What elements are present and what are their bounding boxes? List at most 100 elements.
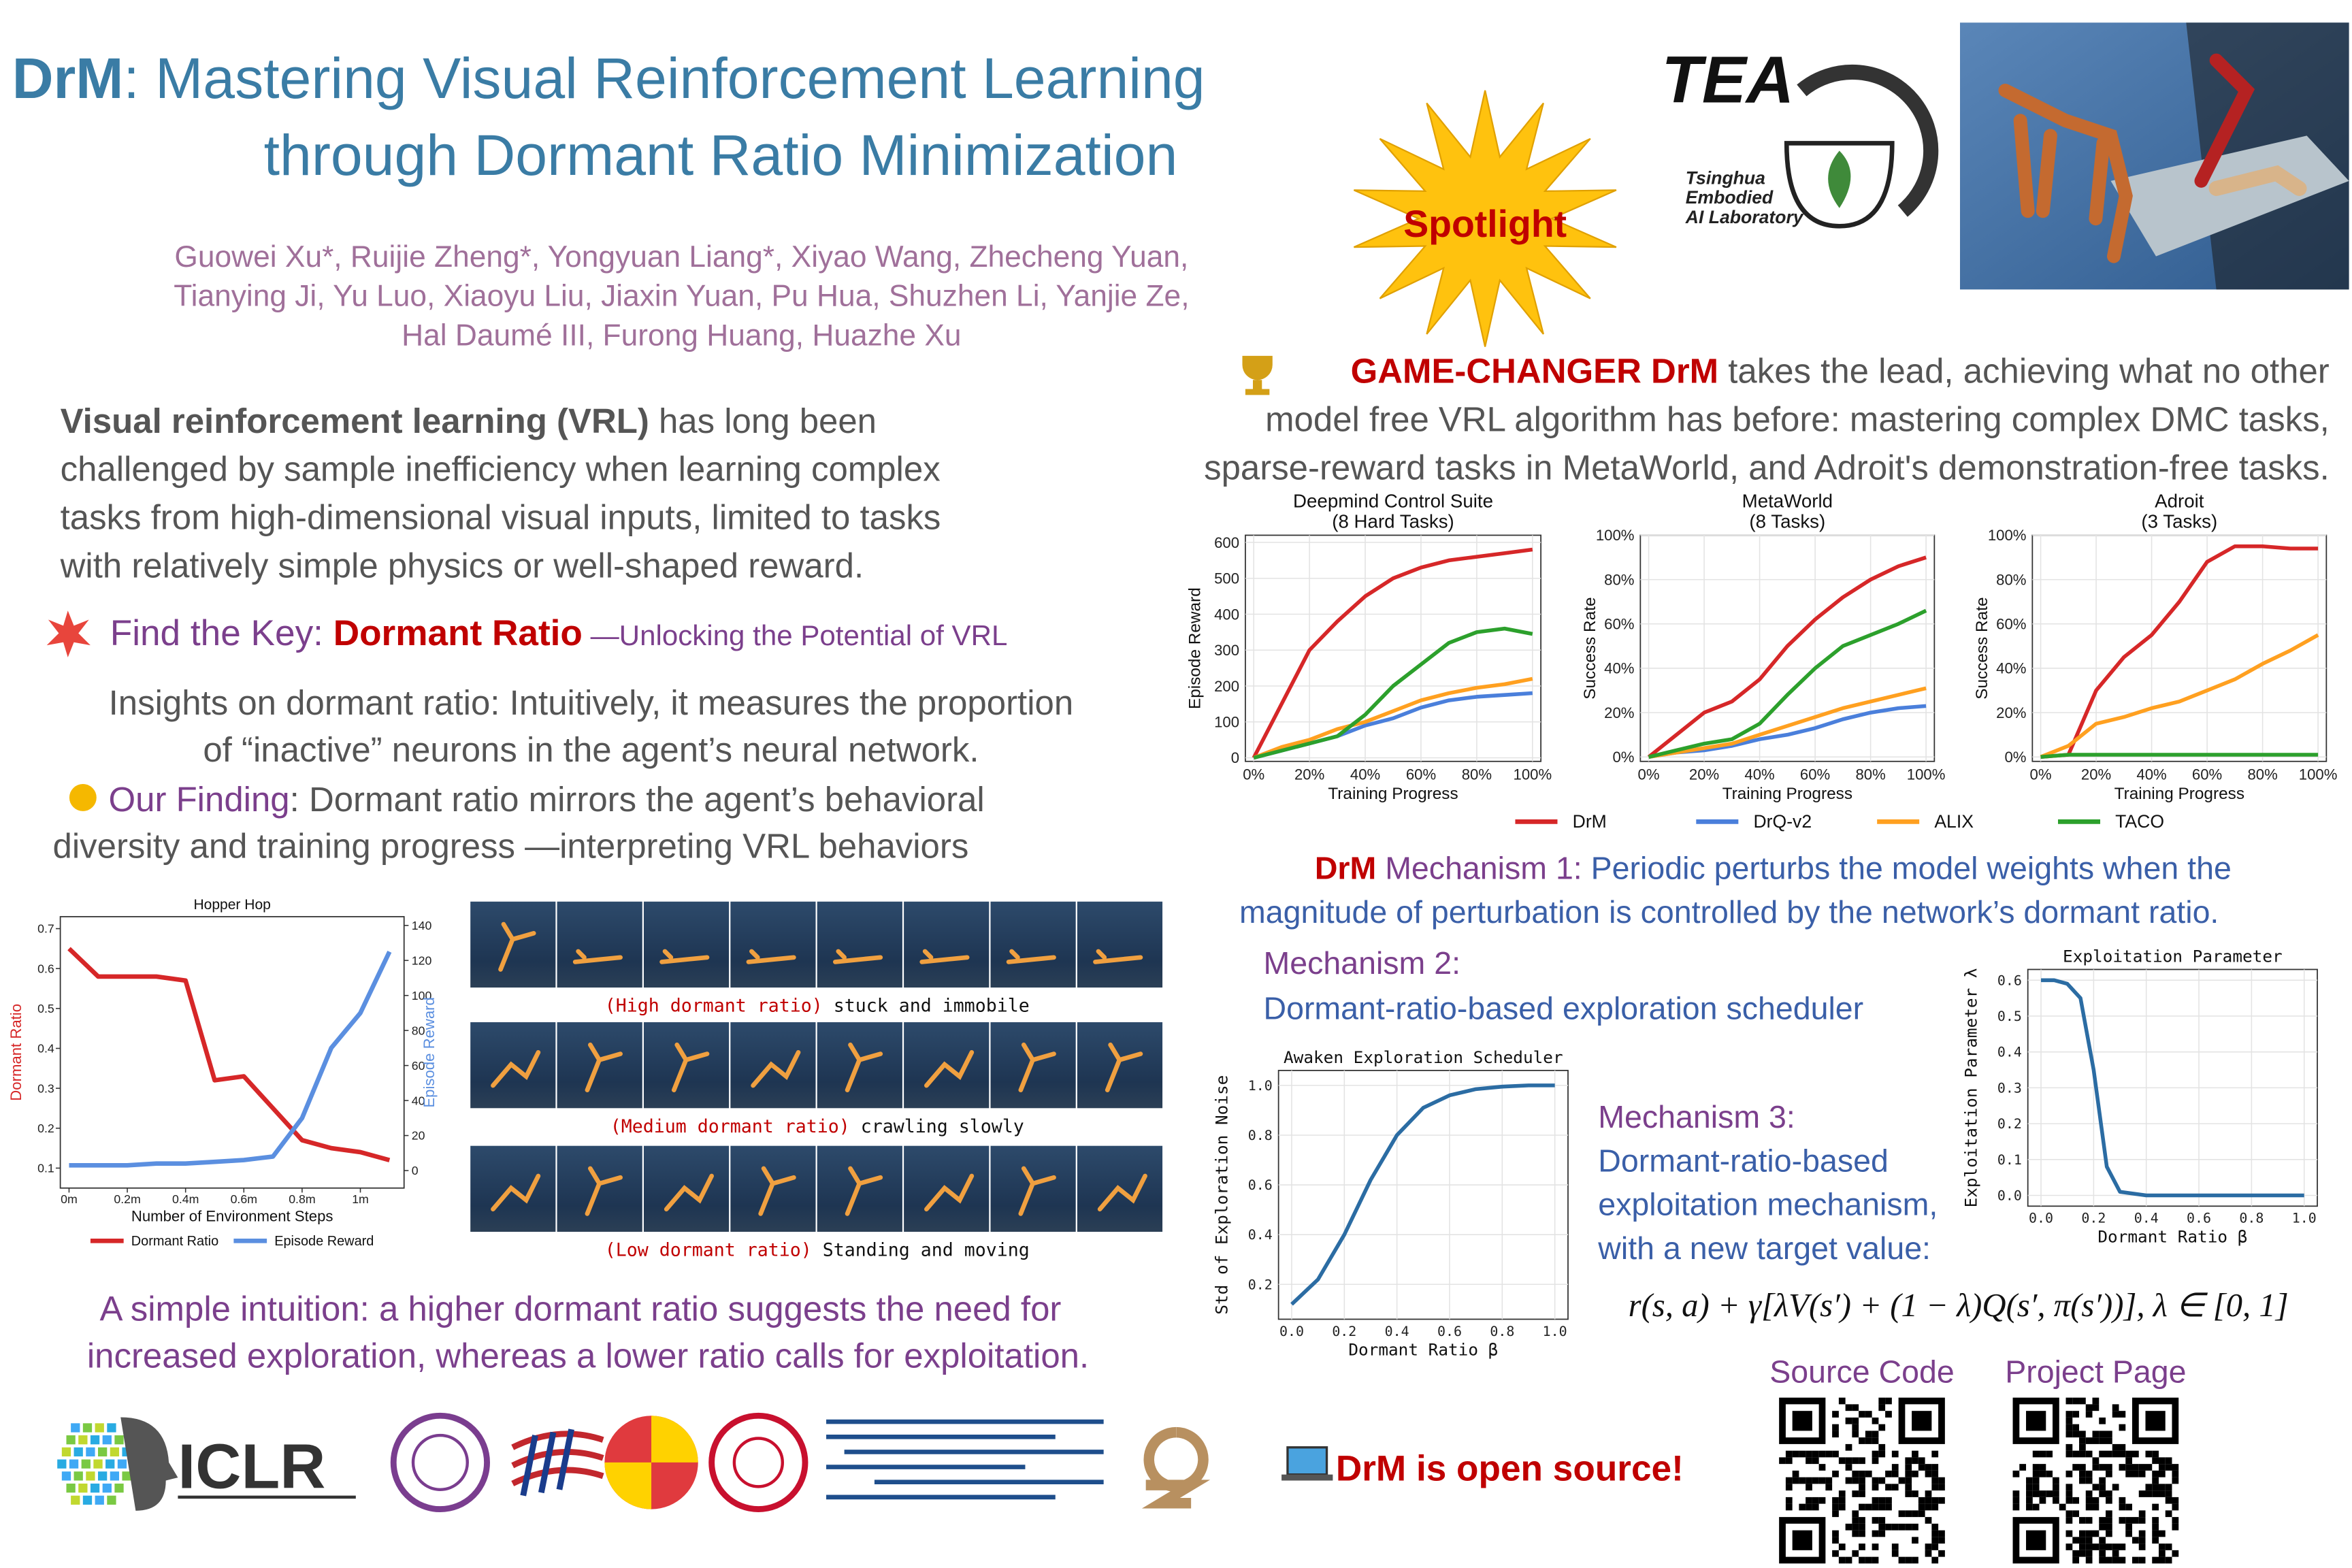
maryland-quarter: [604, 1416, 698, 1509]
qr-module: [1872, 1503, 1879, 1511]
x-tick-label: 0%: [1638, 766, 1660, 783]
y-tick-label: 0.4: [1248, 1227, 1273, 1243]
qr-module: [2092, 1544, 2100, 1550]
qr-module: [2158, 1490, 2166, 1497]
qr-module: [1931, 1484, 1939, 1491]
qr-module: [2065, 1411, 2073, 1418]
qr-module: [2079, 1464, 2086, 1471]
qr-module: [2125, 1464, 2132, 1471]
y2-tick-label: 100: [412, 989, 432, 1002]
qr-module: [1812, 1450, 1819, 1458]
qr-module: [2099, 1464, 2106, 1471]
intro-line: with relatively simple physics or well-s…: [60, 546, 864, 585]
conference-logo: ICLR: [178, 1431, 325, 1502]
qr-module: [2079, 1443, 2086, 1451]
y2-tick-label: 80: [412, 1024, 425, 1037]
qr-module: [2053, 1490, 2059, 1497]
qr-module: [2125, 1450, 2132, 1458]
qr-module: [2125, 1470, 2132, 1477]
y-tick-label: 400: [1214, 606, 1239, 623]
film-agent: [585, 1166, 623, 1216]
qr-module: [1812, 1477, 1819, 1484]
qr-module: [2119, 1411, 2126, 1418]
qr-module: [2106, 1556, 2112, 1564]
qr-module: [1938, 1530, 1945, 1537]
sparkle-icon: [46, 610, 91, 657]
x-tick-label: 60%: [1800, 766, 1830, 783]
x-tick-label: 0.4m: [172, 1192, 199, 1206]
link-label[interactable]: Project Page: [2005, 1354, 2186, 1390]
x-tick-label: 0%: [1243, 766, 1264, 783]
film-caption: (High dormant ratio) stuck and immobile: [605, 996, 1030, 1017]
qr-module: [2099, 1431, 2106, 1438]
link-label[interactable]: Source Code: [1769, 1354, 1955, 1390]
y-tick-label: 60%: [1996, 616, 2026, 633]
series-line: [2040, 544, 2319, 760]
y-tick-label: 1.0: [1248, 1078, 1273, 1094]
qr-module: [1785, 1477, 1793, 1484]
qr-module: [2072, 1497, 2080, 1504]
qr-module: [1852, 1523, 1859, 1531]
spotlight-burst: [1353, 90, 1617, 347]
logo-pixel: [61, 1471, 71, 1481]
sjtu-seal-inner: [732, 1437, 784, 1488]
series-line: [69, 950, 392, 1168]
qr-module: [2106, 1497, 2112, 1504]
qr-module: [2099, 1417, 2106, 1424]
lab-subtitle: Embodied: [1686, 187, 1774, 208]
series-line: [67, 947, 391, 1162]
qr-module: [2072, 1397, 2080, 1405]
qr-module: [1832, 1503, 1839, 1511]
qr-module: [2152, 1470, 2159, 1477]
qr-module: [1865, 1470, 1872, 1477]
logo-pixel: [71, 1423, 80, 1433]
qr-module: [1859, 1544, 1865, 1550]
qr-module: [2172, 1477, 2179, 1484]
qr-module: [1832, 1411, 1839, 1418]
qr-module: [1938, 1497, 1945, 1504]
y-tick-label: 0.2: [37, 1122, 54, 1135]
qr-module: [2032, 1484, 2040, 1491]
mechanism-label: Mechanism 3:: [1598, 1099, 1795, 1134]
qr-module: [1838, 1397, 1846, 1405]
authors: Tianying Ji, Yu Luo, Xiaoyu Liu, Jiaxin …: [174, 280, 1189, 313]
qr-module: [1832, 1550, 1839, 1557]
mechanism-text: Dormant-ratio-based exploration schedule…: [1263, 991, 1863, 1026]
qr-module: [2158, 1550, 2166, 1557]
chart-title: MetaWorld: [1742, 490, 1833, 511]
logo-pixel: [57, 1459, 67, 1469]
plot-area: [2031, 534, 2328, 762]
qr-module: [1832, 1470, 1839, 1477]
y-axis-label: Std of Exploration Noise: [1211, 1075, 1231, 1315]
x-axis-label: Training Progress: [1722, 785, 1852, 803]
x-tick-label: 1.0: [2292, 1211, 2317, 1226]
qr-module: [2152, 1523, 2159, 1531]
film-frame: [557, 1145, 642, 1232]
highlight-text: takes the lead, achieving what no other: [1718, 352, 2330, 391]
chart-title: Deepmind Control Suite: [1293, 490, 1493, 511]
qr-module: [2032, 1503, 2040, 1511]
qr-module: [2053, 1497, 2059, 1504]
qr-module: [1852, 1510, 1859, 1518]
qr-module: [2072, 1510, 2080, 1518]
highlight-line: sparse-reward tasks in MetaWorld, and Ad…: [1204, 448, 2330, 487]
qr-module: [1832, 1537, 1839, 1544]
film-frame: [817, 1145, 902, 1232]
logo-pixel: [66, 1483, 76, 1493]
qr-module: [1905, 1464, 1912, 1471]
chart-title: Adroit: [2155, 490, 2204, 511]
qr-module: [2119, 1544, 2126, 1550]
qr-module: [2138, 1537, 2146, 1544]
film-agent: [919, 949, 970, 964]
qr-module: [1859, 1503, 1865, 1511]
qr-module: [1859, 1411, 1865, 1418]
qr-module: [1931, 1503, 1939, 1511]
intro-line: Visual reinforcement learning (VRL) has …: [61, 402, 877, 440]
emblem-leaf: [1828, 150, 1851, 208]
film-frame: [990, 1145, 1076, 1232]
chart-title: (3 Tasks): [2141, 510, 2217, 532]
film-agent: [751, 1050, 801, 1088]
y-tick-label: 60%: [1604, 616, 1634, 633]
qr-module: [1838, 1490, 1846, 1497]
qr-module: [1852, 1424, 1859, 1431]
